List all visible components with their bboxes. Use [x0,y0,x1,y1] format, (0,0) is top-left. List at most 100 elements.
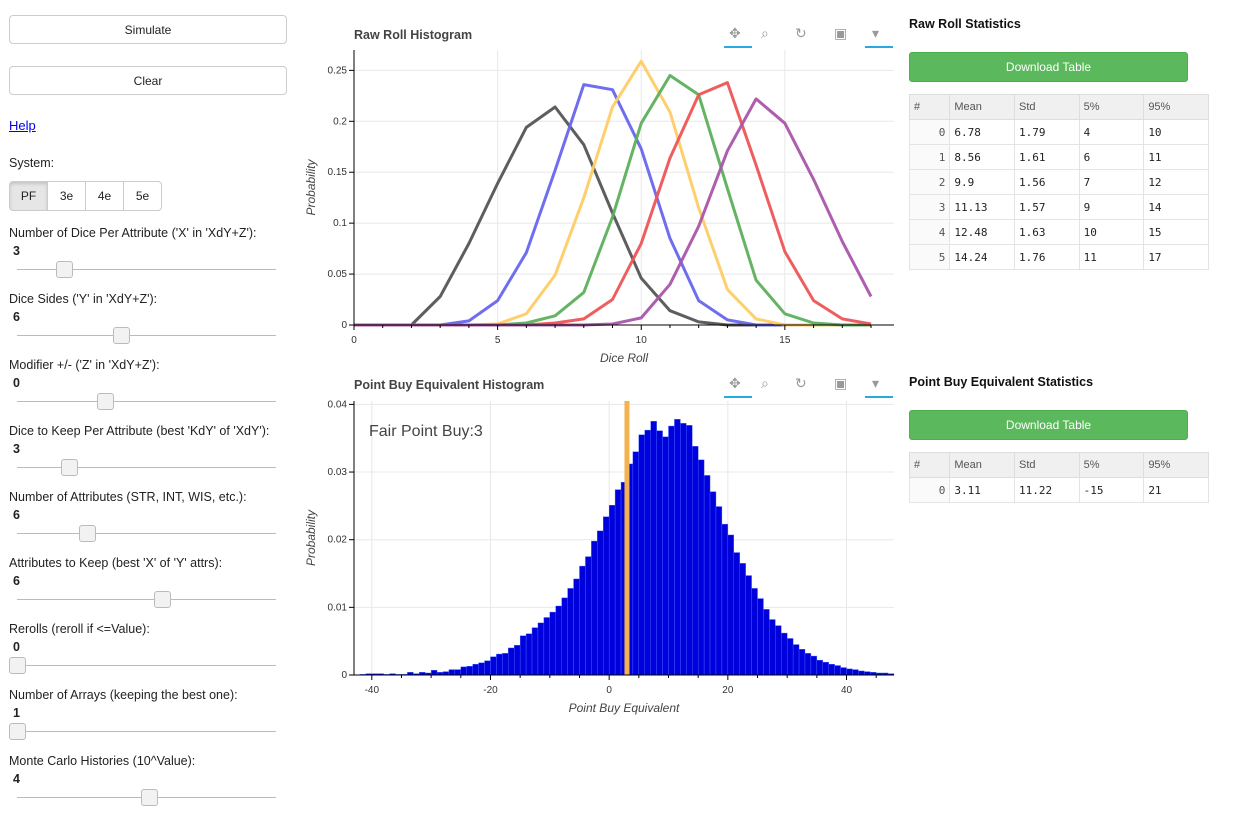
histogram-bar [484,660,491,676]
slider-handle[interactable] [78,525,96,542]
table-cell: 1.76 [1014,244,1080,270]
raw-plot-title: Raw Roll Histogram [354,28,473,42]
slider-track[interactable] [17,401,276,402]
slider-label: Rerolls (reroll if <=Value): [9,622,150,636]
column-header[interactable]: 95% [1143,452,1209,478]
table-row[interactable]: 0 3.11 11.22 -15 21 [908,477,1209,503]
hover-icon[interactable]: ▾ [872,25,880,41]
histogram-bar [525,633,533,676]
y-tick-label: 0 [341,320,347,331]
histogram-bar [840,667,847,676]
box-zoom-icon[interactable]: ⌕ [761,25,769,41]
y-tick-label: 0.03 [328,467,348,478]
table-cell: 11 [1078,244,1145,270]
system-5e-button[interactable]: 5e [123,181,162,211]
column-header[interactable]: Std [1014,94,1080,120]
help-link[interactable]: Help [9,118,36,133]
histogram-bar [543,617,551,676]
histogram-bar [846,668,853,676]
histogram-bar [608,504,616,676]
slider-track[interactable] [17,269,276,270]
table-cell: 3.11 [949,477,1016,503]
x-axis-label: Point Buy Equivalent [569,701,680,715]
table-cell: 1.56 [1014,169,1080,195]
histogram-bar [810,655,818,676]
system-4e-button[interactable]: 4e [85,181,124,211]
slider-handle[interactable] [60,459,78,476]
table-header-row: # Mean Std 5% 95% [908,452,1209,478]
slider-label: Monte Carlo Histories (10^Value): [9,754,196,768]
system-pf-button[interactable]: PF [9,181,48,211]
histogram-bar [686,425,693,676]
column-header[interactable]: # [908,452,951,478]
histogram-bar [697,459,705,676]
save-icon[interactable]: ▣ [834,25,848,41]
pan-icon[interactable]: ✥ [729,375,741,391]
clear-button[interactable]: Clear [9,66,287,95]
column-header[interactable]: 5% [1078,452,1145,478]
simulate-button[interactable]: Simulate [9,15,287,44]
histogram-bar [828,663,835,676]
table-row[interactable]: 5 14.24 1.76 11 17 [908,244,1209,270]
slider-track[interactable] [17,533,276,534]
reset-icon[interactable]: ↻ [795,375,807,391]
column-header[interactable]: 5% [1078,94,1145,120]
histogram-bar [816,659,823,676]
histogram-bar [454,669,462,676]
table-row[interactable]: 4 12.48 1.63 10 15 [908,219,1209,245]
row-index: 2 [908,169,951,195]
histogram-bar [466,666,473,676]
slider-track[interactable] [17,335,276,336]
slider-handle[interactable] [55,261,73,278]
table-row[interactable]: 0 6.78 1.79 4 10 [908,119,1209,145]
box-zoom-icon[interactable]: ⌕ [761,375,769,391]
y-tick-label: 0.15 [328,167,348,178]
pb-stats-title: Point Buy Equivalent Statistics [909,375,1094,389]
histogram-bar [567,588,574,676]
row-index: 5 [908,244,951,270]
table-row[interactable]: 2 9.9 1.56 7 12 [908,169,1209,195]
x-tick-label: 0 [351,335,357,346]
histogram-bar [680,423,687,676]
histogram-bar [442,671,450,676]
slider-handle[interactable] [154,591,172,608]
histogram-bar [804,653,812,676]
table-cell: 8.56 [949,144,1016,170]
slider-track[interactable] [17,665,276,666]
reset-icon[interactable]: ↻ [795,25,807,41]
slider-handle[interactable] [112,327,130,344]
y-tick-label: 0.1 [333,218,347,229]
slider-handle[interactable] [97,393,115,410]
system-3e-button[interactable]: 3e [47,181,86,211]
column-header[interactable]: Mean [949,452,1016,478]
histogram-bar [502,653,509,676]
slider-handle[interactable] [9,657,26,674]
pb-download-button[interactable]: Download Table [909,410,1188,440]
raw-download-button[interactable]: Download Table [909,52,1188,82]
table-row[interactable]: 1 8.56 1.61 6 11 [908,144,1209,170]
histogram-bar [555,605,562,676]
slider-track[interactable] [17,731,276,732]
slider-handle[interactable] [141,789,159,806]
histogram-bar [496,653,503,676]
column-header[interactable]: Mean [949,94,1016,120]
histogram-bar [822,661,829,676]
pan-icon[interactable]: ✥ [729,25,741,41]
table-row[interactable]: 3 11.13 1.57 9 14 [908,194,1209,220]
row-index: 4 [908,219,951,245]
save-icon[interactable]: ▣ [834,375,848,391]
hover-icon[interactable]: ▾ [872,375,880,391]
histogram-bar [561,597,568,676]
histogram-bar [721,523,729,676]
histogram-bar [472,663,479,676]
table-cell: 1.79 [1014,119,1080,145]
slider-track[interactable] [17,599,276,600]
slider-handle[interactable] [9,723,26,740]
slider-track[interactable] [17,467,276,468]
table-cell: 12 [1143,169,1209,195]
column-header[interactable]: 95% [1143,94,1209,120]
table-cell: 21 [1143,477,1209,503]
column-header[interactable]: Std [1014,452,1080,478]
column-header[interactable]: # [908,94,951,120]
histogram-bar [786,638,794,676]
